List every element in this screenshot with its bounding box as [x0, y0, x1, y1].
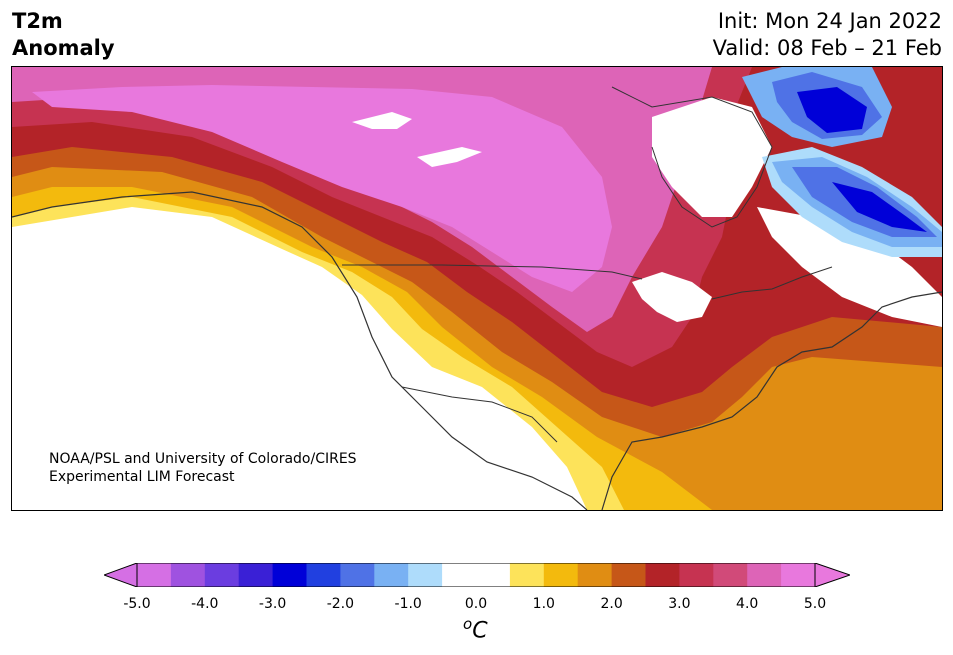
colorbar-cell: [272, 563, 307, 587]
great-slave-lake: [417, 147, 482, 167]
colorbar-tick-label: 3.0: [668, 596, 691, 612]
colorbar-outline: [136, 563, 816, 587]
colorbar: [104, 563, 850, 587]
hudson-bay-neutral: [652, 97, 772, 217]
colorbar-cell: [476, 563, 511, 587]
degree-mark: o: [463, 615, 473, 633]
cold-anomaly-baffin-3: [797, 87, 867, 133]
title-line-2: Anomaly: [12, 36, 115, 60]
colorbar-cell: [645, 563, 680, 587]
colorbar-units: oC: [463, 615, 488, 643]
colorbar-under-arrow: [104, 563, 138, 587]
great-lakes: [632, 272, 712, 322]
colorbar-cell: [340, 563, 375, 587]
canada-us-border: [342, 264, 833, 300]
great-bear-lake: [352, 112, 412, 129]
colorbar-cell: [170, 563, 206, 587]
colorbar-cell: [679, 563, 714, 587]
forecast-dates: Init: Mon 24 Jan 2022 Valid: 08 Feb – 21…: [713, 8, 942, 62]
credit: NOAA/PSL and University of Colorado/CIRE…: [49, 450, 357, 486]
colorbar-tick-label: 0.0: [464, 596, 488, 612]
colorbar-over-arrow: [814, 563, 850, 587]
credit-line-1: NOAA/PSL and University of Colorado/CIRE…: [49, 451, 357, 467]
colorbar-cell: [137, 563, 172, 587]
anomaly-map: [11, 66, 943, 511]
colorbar-tick-label: -5.0: [123, 596, 151, 612]
valid-range: Valid: 08 Feb – 21 Feb: [712, 36, 942, 60]
colorbar-cells: [137, 563, 816, 587]
colorbar-tick-label: 2.0: [600, 596, 623, 612]
colorbar-tick-label: 5.0: [803, 596, 827, 612]
credit-line-2: Experimental LIM Forecast: [49, 469, 235, 485]
colorbar-cell: [543, 563, 579, 587]
map-title: T2m Anomaly: [12, 8, 115, 62]
colorbar-cell: [713, 563, 748, 587]
colorbar-cell: [509, 563, 545, 587]
colorbar-ticks: -5.0 -4.0 -3.0 -2.0 -1.0 0.0 1.0 2.0 3.0 4.0 5.0: [0, 596, 953, 616]
colorbar-tick-label: -3.0: [258, 596, 287, 612]
colorbar-cell: [204, 563, 240, 587]
colorbar-tick-label: -2.0: [326, 596, 355, 612]
title-line-1: T2m: [12, 9, 63, 33]
labrador-neutral: [757, 207, 942, 327]
colorbar-tick-label: -4.0: [191, 596, 219, 612]
colorbar-tick-label: 4.0: [736, 596, 759, 612]
colorbar-cell: [238, 563, 274, 587]
colorbar-cell: [577, 563, 613, 587]
colorbar-cell: [374, 563, 409, 587]
colorbar-cell: [781, 563, 816, 587]
colorbar-cell: [408, 563, 443, 587]
mexico-us-border: [401, 386, 558, 443]
anomaly-map-canvas: [12, 67, 942, 510]
coastline: [12, 191, 942, 510]
colorbar-cell: [611, 563, 646, 587]
colorbar-cell: [306, 563, 341, 587]
hudson-bay-coast: [611, 86, 773, 228]
anomaly-band-5c: [32, 85, 612, 292]
colorbar-cell: [442, 563, 477, 587]
celsius-unit: C: [472, 618, 488, 644]
colorbar-tick-label: 1.0: [532, 596, 555, 612]
init-date: Init: Mon 24 Jan 2022: [717, 9, 942, 33]
colorbar-tick-label: -1.0: [394, 596, 422, 612]
colorbar-cell: [747, 563, 782, 587]
cold-anomaly-east-4: [832, 182, 927, 232]
